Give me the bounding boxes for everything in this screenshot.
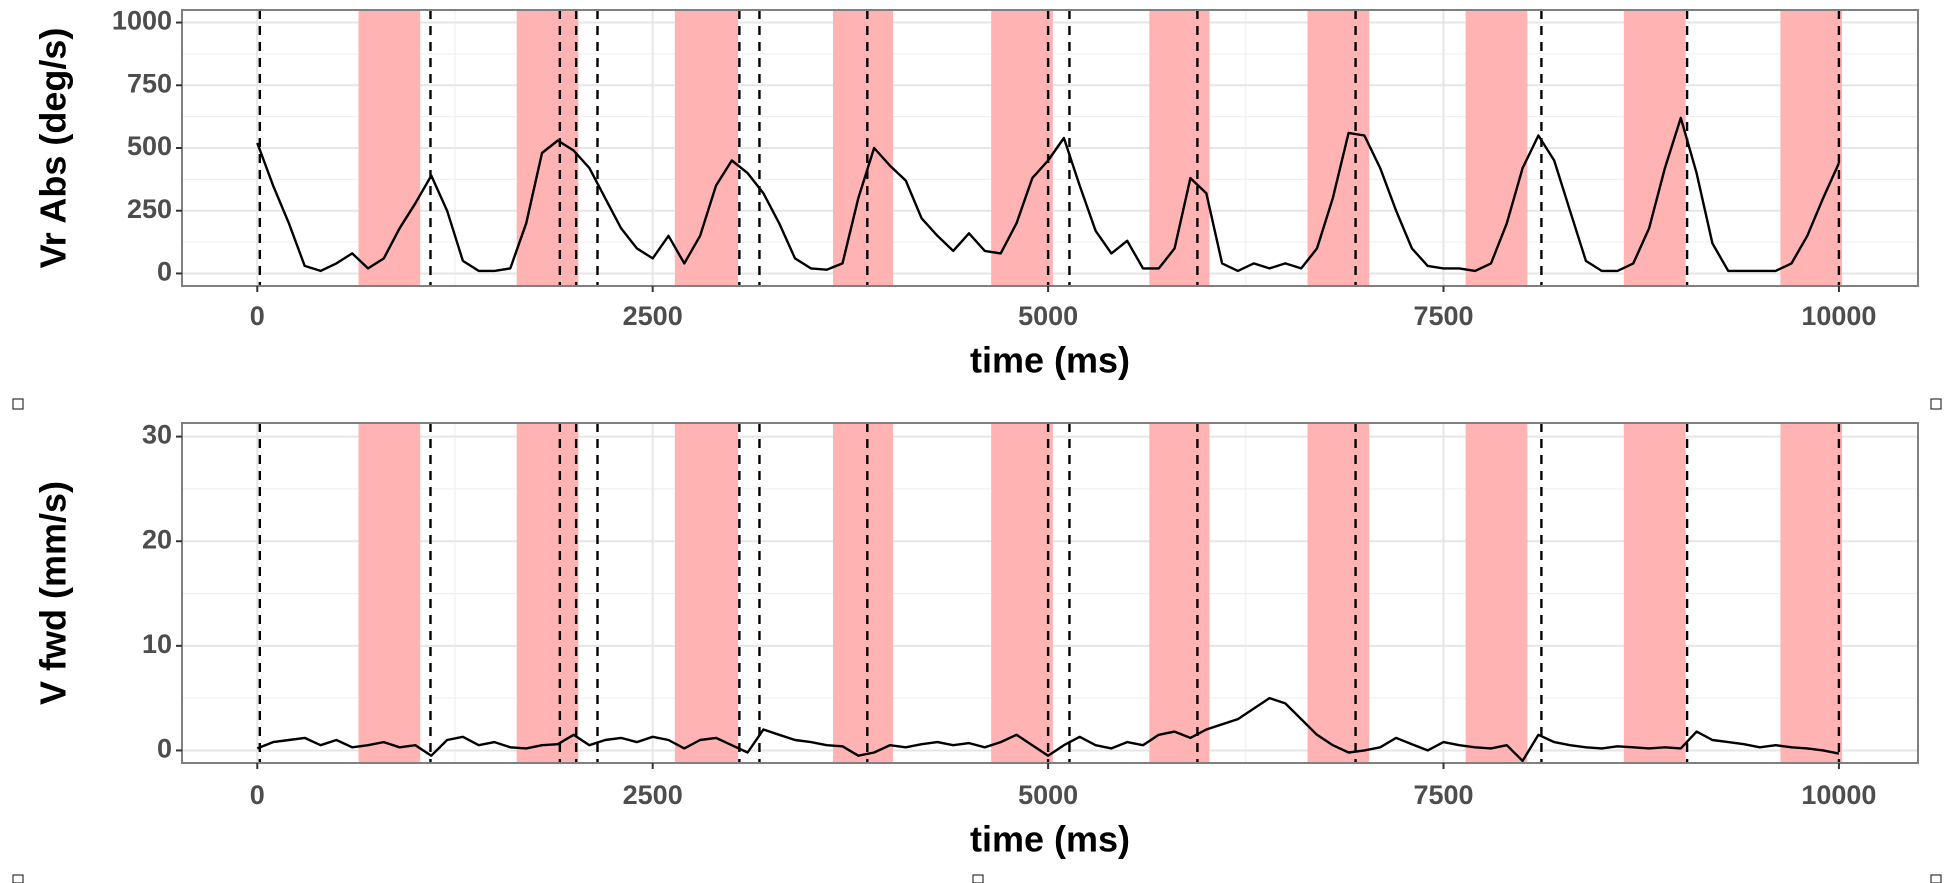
y-tick-label: 250 xyxy=(127,194,172,224)
shaded-region xyxy=(674,423,739,763)
shaded-region xyxy=(1307,423,1370,763)
corner-marker xyxy=(972,874,984,883)
shaded-region xyxy=(358,10,421,286)
x-tick-label: 5000 xyxy=(1018,780,1078,810)
corner-marker xyxy=(12,398,24,410)
shaded-region xyxy=(833,10,894,286)
shaded-region xyxy=(1149,423,1210,763)
x-tick-label: 2500 xyxy=(623,301,683,331)
y-axis-title: Vr Abs (deg/s) xyxy=(33,28,74,269)
y-tick-label: 1000 xyxy=(112,6,172,36)
x-tick-label: 10000 xyxy=(1801,780,1876,810)
shaded-region xyxy=(991,423,1053,763)
x-tick-label: 5000 xyxy=(1018,301,1078,331)
x-tick-label: 10000 xyxy=(1801,301,1876,331)
shaded-region xyxy=(1307,10,1370,286)
shaded-region xyxy=(674,10,739,286)
y-tick-label: 30 xyxy=(142,420,172,450)
shaded-region xyxy=(833,423,894,763)
y-tick-label: 500 xyxy=(127,131,172,161)
corner-marker xyxy=(12,874,24,883)
x-tick-label: 7500 xyxy=(1413,301,1473,331)
y-tick-label: 10 xyxy=(142,629,172,659)
shaded-region xyxy=(358,423,421,763)
shaded-region xyxy=(1465,423,1528,763)
shaded-region xyxy=(1623,10,1686,286)
y-axis-title: V fwd (mm/s) xyxy=(33,481,74,705)
x-axis-title: time (ms) xyxy=(970,340,1130,381)
shaded-region xyxy=(1149,10,1210,286)
shaded-region xyxy=(991,10,1053,286)
y-tick-label: 0 xyxy=(157,257,172,287)
shaded-region xyxy=(1465,10,1528,286)
y-tick-label: 20 xyxy=(142,524,172,554)
corner-marker xyxy=(1930,398,1942,410)
panel-border xyxy=(181,422,1919,764)
shaded-region xyxy=(1623,423,1686,763)
data-line xyxy=(256,696,1840,763)
y-tick-label: 750 xyxy=(127,68,172,98)
x-tick-label: 0 xyxy=(250,301,265,331)
shaded-region xyxy=(1780,10,1843,286)
shaded-region xyxy=(516,423,579,763)
x-axis-title: time (ms) xyxy=(970,819,1130,860)
shaded-region xyxy=(1780,423,1843,763)
y-tick-label: 0 xyxy=(157,734,172,764)
x-tick-label: 2500 xyxy=(623,780,683,810)
x-tick-label: 7500 xyxy=(1413,780,1473,810)
x-tick-label: 0 xyxy=(250,780,265,810)
corner-marker xyxy=(1930,874,1942,883)
